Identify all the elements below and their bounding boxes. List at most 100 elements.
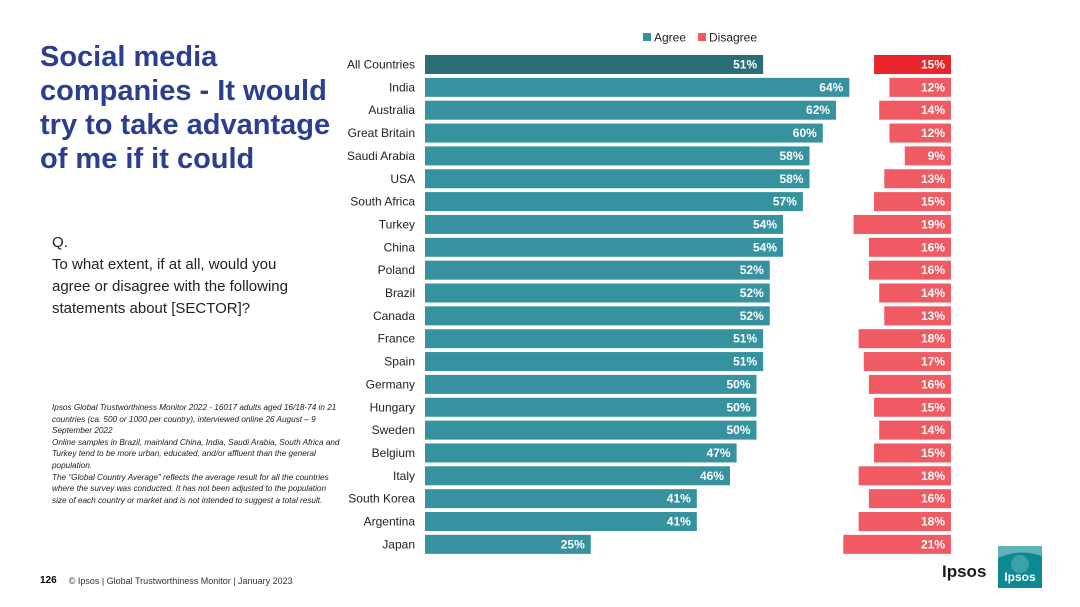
disagree-value-label: 12% <box>921 126 945 140</box>
category-label: Argentina <box>364 515 416 529</box>
agree-value-label: 64% <box>819 80 843 94</box>
legend-agree-label: Agree <box>654 31 686 45</box>
agree-bar <box>425 192 803 212</box>
agree-bar <box>425 306 770 326</box>
disagree-bar <box>874 397 951 417</box>
agree-value-label: 58% <box>780 172 804 186</box>
disagree-bar <box>884 306 951 326</box>
category-label: Great Britain <box>348 126 415 140</box>
category-label: Canada <box>373 309 415 323</box>
question-label: Q. <box>52 234 68 251</box>
disagree-bar <box>868 489 951 509</box>
agree-bar <box>425 443 737 463</box>
agree-bar <box>425 397 757 417</box>
agree-value-label: 50% <box>726 377 750 391</box>
agree-bar <box>425 466 730 486</box>
disagree-bar <box>879 420 951 440</box>
disagree-bar <box>858 512 951 531</box>
question-text: To what extent, if at all, would you agr… <box>52 256 288 317</box>
disagree-bar <box>874 192 951 212</box>
disagree-value-label: 16% <box>921 240 945 254</box>
disagree-bar <box>863 352 951 372</box>
disagree-bar <box>904 146 951 166</box>
category-label: India <box>389 80 415 94</box>
category-label: Turkey <box>379 217 415 231</box>
footer: 126 © Ipsos | Global Trustworthiness Mon… <box>40 575 293 586</box>
question-block: Q. To what extent, if at all, would you … <box>52 232 292 320</box>
disagree-value-label: 13% <box>921 172 945 186</box>
disagree-value-label: 13% <box>921 309 945 323</box>
agree-value-label: 52% <box>740 309 764 323</box>
category-label: South Korea <box>348 492 415 506</box>
category-label: Germany <box>366 377 415 391</box>
disagree-bar <box>874 443 951 463</box>
agree-value-label: 60% <box>793 126 817 140</box>
disagree-value-label: 15% <box>921 195 945 209</box>
agree-bar <box>425 374 757 394</box>
disagree-bar <box>858 329 951 349</box>
agree-bar <box>425 214 784 234</box>
agree-value-label: 50% <box>726 423 750 437</box>
agree-bar <box>425 146 810 166</box>
agree-value-label: 58% <box>780 149 804 163</box>
disagree-value-label: 12% <box>921 80 945 94</box>
disagree-bar <box>868 237 951 257</box>
agree-value-label: 54% <box>753 217 777 231</box>
agree-value-label: 54% <box>753 240 777 254</box>
disagree-value-label: 14% <box>921 423 945 437</box>
disagree-bar <box>853 214 951 234</box>
disagree-bar <box>889 77 951 97</box>
agree-value-label: 57% <box>773 195 797 209</box>
agree-bar <box>425 169 810 189</box>
agree-bar <box>425 237 784 257</box>
category-label: USA <box>390 172 415 186</box>
agree-bar <box>425 123 823 143</box>
agree-value-label: 50% <box>726 400 750 414</box>
agree-bar <box>425 329 764 349</box>
agree-value-label: 25% <box>561 537 585 551</box>
agree-value-label: 41% <box>667 492 691 506</box>
agree-disagree-bar-chart: Agree Disagree All Countries 51% 15% India 64%… <box>347 31 951 554</box>
agree-value-label: 52% <box>740 286 764 300</box>
agree-bar <box>425 489 697 509</box>
agree-bar <box>425 77 850 97</box>
disagree-value-label: 21% <box>921 537 945 551</box>
ipsos-wordmark: Ipsos <box>942 562 987 581</box>
agree-bar <box>425 512 697 531</box>
disagree-value-label: 17% <box>921 355 945 369</box>
agree-value-label: 51% <box>733 58 757 72</box>
agree-bar <box>425 260 770 280</box>
agree-bar <box>425 352 764 372</box>
agree-bar <box>425 420 757 440</box>
page-title: Social media companies - It would try to… <box>40 41 331 175</box>
page-number: 126 <box>40 575 57 586</box>
agree-value-label: 62% <box>806 103 830 117</box>
category-label: Spain <box>384 355 415 369</box>
category-label: South Africa <box>350 195 415 209</box>
source-note-2: Online samples in Brazil, mainland China… <box>52 437 340 470</box>
disagree-value-label: 16% <box>921 377 945 391</box>
source-notes: Ipsos Global Trustworthiness Monitor 202… <box>52 402 342 506</box>
ipsos-logo-text: Ipsos <box>1004 570 1036 584</box>
disagree-value-label: 15% <box>921 446 945 460</box>
disagree-value-label: 18% <box>921 332 945 346</box>
category-label: All Countries <box>347 58 415 72</box>
category-label: Belgium <box>372 446 415 460</box>
agree-bar <box>425 283 770 303</box>
disagree-value-label: 15% <box>921 58 945 72</box>
disagree-bar <box>879 283 951 303</box>
agree-value-label: 46% <box>700 469 724 483</box>
source-note-3: The “Global Country Average” reflects th… <box>52 472 329 505</box>
category-label: Saudi Arabia <box>347 149 415 163</box>
disagree-bar <box>868 374 951 394</box>
agree-bar <box>425 534 591 554</box>
category-label: Poland <box>378 263 415 277</box>
disagree-value-label: 14% <box>921 103 945 117</box>
disagree-value-label: 9% <box>928 149 946 163</box>
disagree-bar <box>843 534 951 554</box>
category-label: China <box>384 240 416 254</box>
agree-value-label: 51% <box>733 355 757 369</box>
copyright-text: © Ipsos | Global Trustworthiness Monitor… <box>68 575 293 586</box>
category-label: Italy <box>393 469 415 483</box>
disagree-value-label: 18% <box>921 469 945 483</box>
